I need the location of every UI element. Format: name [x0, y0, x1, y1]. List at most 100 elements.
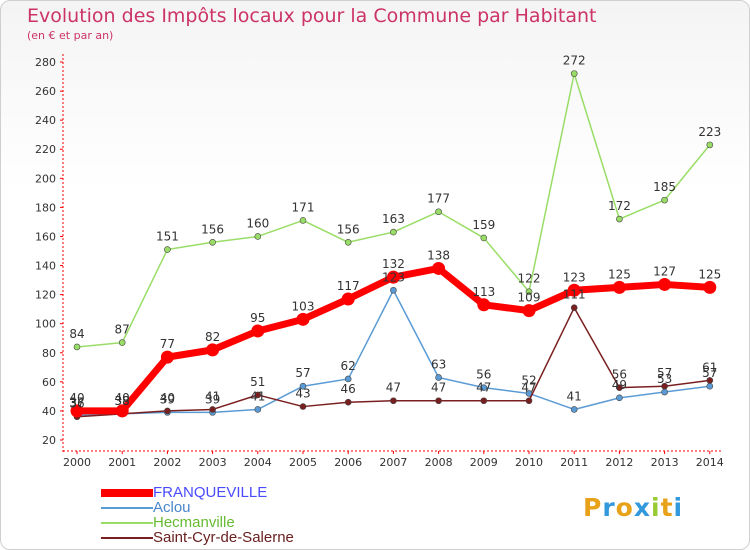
- data-point-saint-cyr-de-salerne: [480, 397, 488, 405]
- y-tick-label: 280: [35, 56, 56, 69]
- data-label-aclou: 37: [69, 395, 84, 409]
- data-label-franqueville: 95: [250, 311, 265, 325]
- data-point-hecmanville: [209, 238, 216, 246]
- data-label-aclou: 57: [702, 366, 717, 380]
- data-point-saint-cyr-de-salerne: [661, 382, 668, 390]
- data-label-franqueville: 109: [518, 291, 541, 305]
- data-label-hecmanville: 160: [246, 216, 269, 230]
- data-label-aclou: 38: [115, 394, 130, 408]
- data-point-aclou: [344, 375, 352, 383]
- logo-letter: t: [660, 493, 674, 522]
- data-point-saint-cyr-de-salerne: [164, 407, 171, 415]
- data-label-hecmanville: 177: [427, 192, 450, 206]
- data-point-saint-cyr-de-salerne: [706, 377, 714, 384]
- legend-item: Saint-Cyr-de-Salerne: [101, 530, 294, 545]
- x-tick-label: 2004: [244, 456, 272, 469]
- y-tick-label: 220: [35, 143, 56, 156]
- legend-swatch: [101, 506, 153, 509]
- legend-swatch: [101, 521, 153, 524]
- chart-title: Evolution des Impôts locaux pour la Comm…: [27, 5, 597, 27]
- chart-legend: FRANQUEVILLE Aclou Hecmanville Saint-Cyr-de…: [101, 485, 294, 545]
- data-point-franqueville: [658, 277, 672, 291]
- logo-letter: r: [602, 493, 616, 522]
- data-point-franqueville: [612, 280, 626, 294]
- data-label-franqueville: 117: [337, 279, 360, 293]
- data-point-saint-cyr-de-salerne: [570, 304, 578, 312]
- data-label-saint-cyr-de-salerne: 40: [160, 391, 175, 405]
- x-tick-label: 2000: [63, 456, 91, 469]
- logo-letter: P: [583, 493, 603, 522]
- data-point-saint-cyr-de-salerne: [390, 397, 397, 405]
- data-label-saint-cyr-de-salerne: 36: [69, 397, 84, 411]
- data-label-franqueville: 125: [698, 267, 721, 281]
- data-point-franqueville: [251, 324, 265, 338]
- data-point-hecmanville: [706, 141, 714, 149]
- data-label-saint-cyr-de-salerne: 56: [612, 368, 627, 382]
- data-point-aclou: [254, 406, 262, 413]
- legend-swatch: [101, 536, 153, 539]
- data-point-franqueville: [296, 312, 310, 326]
- data-label-hecmanville: 151: [156, 230, 179, 244]
- data-label-aclou: 52: [521, 373, 536, 387]
- data-point-franqueville: [432, 261, 446, 275]
- data-label-aclou: 39: [205, 392, 220, 406]
- data-label-aclou: 57: [295, 366, 310, 380]
- data-label-franqueville: 82: [205, 330, 220, 344]
- data-point-aclou: [616, 394, 623, 402]
- data-label-franqueville: 132: [382, 257, 405, 271]
- data-point-hecmanville: [254, 233, 262, 240]
- data-label-franqueville: 113: [472, 285, 495, 299]
- data-label-hecmanville: 122: [518, 272, 541, 286]
- x-tick-label: 2003: [199, 456, 227, 469]
- data-point-franqueville: [522, 304, 536, 318]
- data-point-franqueville: [160, 350, 174, 364]
- data-label-hecmanville: 185: [653, 180, 676, 194]
- legend-label: Aclou: [153, 499, 191, 516]
- data-label-hecmanville: 84: [69, 327, 84, 341]
- data-point-aclou: [299, 382, 307, 390]
- data-label-saint-cyr-de-salerne: 38: [115, 394, 130, 408]
- data-label-saint-cyr-de-salerne: 47: [431, 381, 446, 395]
- data-point-hecmanville: [525, 288, 533, 296]
- data-label-aclou: 41: [250, 389, 265, 403]
- y-tick-label: 200: [35, 172, 56, 185]
- data-label-franqueville: 40: [115, 391, 130, 405]
- data-point-hecmanville: [164, 246, 171, 253]
- y-tick-label: 40: [42, 405, 56, 418]
- data-label-aclou: 62: [341, 359, 356, 373]
- data-point-hecmanville: [480, 234, 488, 242]
- data-point-franqueville: [703, 280, 717, 294]
- data-label-hecmanville: 172: [608, 199, 631, 213]
- data-point-aclou: [390, 286, 397, 294]
- data-label-aclou: 39: [160, 392, 175, 406]
- data-point-franqueville: [70, 404, 84, 418]
- data-point-franqueville: [341, 292, 355, 306]
- x-tick-label: 2009: [470, 456, 498, 469]
- data-label-hecmanville: 171: [292, 200, 315, 214]
- x-tick-label: 2008: [425, 456, 453, 469]
- data-point-aclou: [661, 388, 668, 396]
- data-label-franqueville: 125: [608, 267, 631, 281]
- data-point-aclou: [706, 382, 714, 390]
- data-point-aclou: [480, 384, 488, 391]
- y-tick-label: 120: [35, 289, 56, 302]
- legend-item: Aclou: [101, 500, 294, 515]
- data-label-saint-cyr-de-salerne: 111: [563, 288, 586, 302]
- x-tick-label: 2011: [560, 456, 588, 469]
- data-label-franqueville: 77: [160, 337, 175, 351]
- data-label-hecmanville: 156: [201, 222, 224, 236]
- data-label-franqueville: 123: [563, 270, 586, 284]
- data-label-saint-cyr-de-salerne: 57: [657, 366, 672, 380]
- data-point-franqueville: [567, 283, 581, 297]
- data-point-franqueville: [206, 343, 220, 357]
- chart-subtitle: (en € et par an): [27, 29, 114, 42]
- data-label-hecmanville: 156: [337, 222, 360, 236]
- legend-label: FRANQUEVILLE: [153, 484, 268, 501]
- x-tick-label: 2005: [289, 456, 317, 469]
- data-label-aclou: 56: [476, 368, 491, 382]
- data-point-saint-cyr-de-salerne: [209, 406, 216, 413]
- x-tick-label: 2014: [696, 456, 724, 469]
- data-label-hecmanville: 163: [382, 212, 405, 226]
